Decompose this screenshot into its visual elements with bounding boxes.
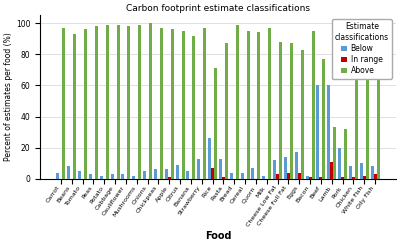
Bar	[56, 172, 59, 179]
Bar	[240, 172, 244, 179]
Bar	[100, 176, 103, 179]
Bar	[298, 172, 301, 179]
Bar	[312, 31, 315, 179]
Bar	[214, 68, 217, 179]
Y-axis label: Percent of estimates per food (%): Percent of estimates per food (%)	[4, 33, 13, 161]
Bar	[219, 159, 222, 179]
Bar	[138, 25, 141, 179]
Bar	[171, 29, 174, 179]
Bar	[322, 59, 326, 179]
Bar	[182, 31, 185, 179]
Bar	[251, 168, 254, 179]
Bar	[360, 163, 363, 179]
Bar	[78, 171, 81, 179]
Bar	[168, 177, 171, 179]
Bar	[284, 157, 287, 179]
Bar	[306, 176, 308, 179]
Bar	[165, 170, 168, 179]
Bar	[116, 25, 120, 179]
Bar	[341, 177, 344, 179]
Title: Carbon footprint estimate classifications: Carbon footprint estimate classification…	[126, 4, 310, 13]
Bar	[374, 174, 377, 179]
Bar	[262, 176, 265, 179]
Bar	[316, 86, 320, 179]
Bar	[230, 172, 233, 179]
Bar	[301, 49, 304, 179]
Bar	[377, 36, 380, 179]
X-axis label: Food: Food	[205, 231, 231, 241]
Bar	[121, 174, 124, 179]
Bar	[320, 177, 322, 179]
Bar	[363, 176, 366, 179]
Bar	[211, 168, 214, 179]
Bar	[89, 174, 92, 179]
Bar	[225, 43, 228, 179]
Bar	[176, 165, 178, 179]
Bar	[366, 39, 369, 179]
Bar	[295, 152, 298, 179]
Bar	[338, 148, 341, 179]
Bar	[349, 166, 352, 179]
Bar	[258, 32, 260, 179]
Bar	[186, 171, 189, 179]
Bar	[128, 26, 130, 179]
Bar	[279, 42, 282, 179]
Bar	[106, 25, 109, 179]
Bar	[197, 159, 200, 179]
Bar	[344, 129, 347, 179]
Bar	[276, 174, 279, 179]
Bar	[330, 162, 333, 179]
Bar	[208, 138, 211, 179]
Bar	[110, 174, 114, 179]
Bar	[62, 28, 66, 179]
Bar	[236, 25, 239, 179]
Bar	[222, 177, 225, 179]
Legend: Below, In range, Above: Below, In range, Above	[332, 19, 392, 79]
Bar	[247, 31, 250, 179]
Bar	[308, 177, 312, 179]
Bar	[160, 28, 163, 179]
Bar	[352, 177, 355, 179]
Bar	[333, 127, 336, 179]
Bar	[84, 29, 87, 179]
Bar	[73, 34, 76, 179]
Bar	[273, 160, 276, 179]
Bar	[268, 28, 271, 179]
Bar	[355, 61, 358, 179]
Bar	[67, 166, 70, 179]
Bar	[203, 28, 206, 179]
Bar	[143, 171, 146, 179]
Bar	[132, 176, 135, 179]
Bar	[95, 26, 98, 179]
Bar	[327, 86, 330, 179]
Bar	[287, 172, 290, 179]
Bar	[370, 166, 374, 179]
Bar	[290, 43, 293, 179]
Bar	[149, 23, 152, 179]
Bar	[154, 170, 157, 179]
Bar	[192, 36, 196, 179]
